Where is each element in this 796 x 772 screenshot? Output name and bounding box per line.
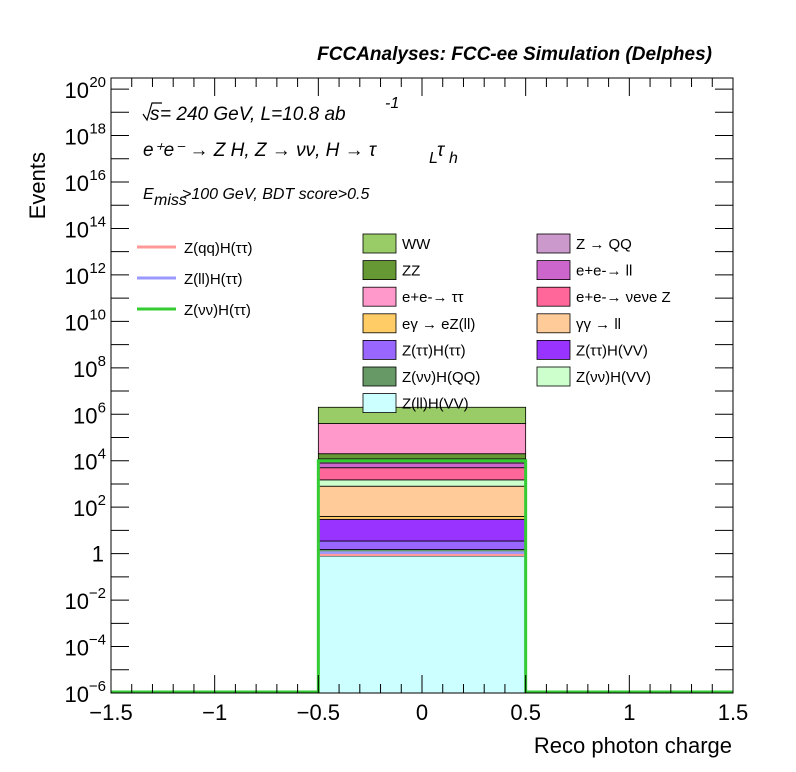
cut-rest: >100 GeV, BDT score>0.5 bbox=[182, 186, 369, 203]
process-sub-l: L bbox=[429, 150, 438, 167]
x-axis-ticks: −1.5 −1 −0.5 0 0.5 1 1.5 bbox=[89, 78, 748, 725]
stack-bars bbox=[317, 406, 527, 694]
legend-label-z-h-vv: Z(νν)H(VV) bbox=[576, 369, 651, 386]
chart-title: FCCAnalyses: FCC-ee Simulation (Delphes) bbox=[317, 44, 712, 65]
energy-s: s bbox=[150, 104, 160, 125]
legend-label-zz: ZZ bbox=[402, 263, 420, 280]
x-axis-label: Reco photon charge bbox=[534, 733, 732, 758]
legend-label-z-h-vv: Z(ττ)H(VV) bbox=[576, 342, 648, 359]
x-tick-label: −1 bbox=[202, 700, 227, 725]
y-axis-label: Events bbox=[25, 152, 50, 219]
y-tick-exponent: 6 bbox=[98, 399, 106, 416]
y-tick-exponent: −6 bbox=[89, 678, 106, 695]
cut-sub: miss bbox=[154, 192, 187, 209]
y-tick-base: 10 bbox=[65, 636, 89, 661]
y-axis-ticks: −610−410−2101210410610810101012101410161… bbox=[65, 74, 733, 707]
y-tick-base: 10 bbox=[65, 264, 89, 289]
y-tick-base: 10 bbox=[65, 171, 89, 196]
y-tick-base: 10 bbox=[65, 310, 89, 335]
y-tick-base: 10 bbox=[65, 589, 89, 614]
y-tick-exponent: 4 bbox=[98, 446, 106, 463]
process-annotation: e⁺e⁻ → Z H, Z → νν, H → τ L τ h bbox=[143, 140, 458, 167]
bar-z-ll-h-vv bbox=[317, 555, 527, 694]
legend-swatch-ll bbox=[536, 313, 571, 334]
legend-label-z-qq-h: Z(qq)H(ττ) bbox=[184, 240, 253, 257]
y-tick-exponent: 18 bbox=[89, 121, 106, 138]
process-sub-h: h bbox=[449, 150, 458, 167]
x-tick-label: 0 bbox=[416, 700, 428, 725]
legend-swatch-e-e-e-e-z bbox=[536, 286, 571, 307]
legend-label-e-e-ll: e+e-→ ll bbox=[576, 263, 632, 280]
signal-lines bbox=[111, 459, 733, 694]
legend-swatch-z-h-qq bbox=[362, 366, 397, 387]
bar-zz bbox=[317, 453, 527, 460]
process-text: e⁺e⁻ → Z H, Z → νν, H → τ bbox=[143, 140, 378, 161]
bar-e-e-e-e-z bbox=[317, 467, 527, 481]
y-tick-exponent: −2 bbox=[89, 585, 106, 602]
y-tick-base: 10 bbox=[65, 217, 89, 242]
legend-swatch-zz bbox=[362, 260, 397, 281]
bar-z-h-vv bbox=[317, 518, 527, 542]
y-tick-exponent: 16 bbox=[89, 167, 106, 184]
x-tick-label: −0.5 bbox=[297, 700, 340, 725]
legend-label-z-ll-h-vv: Z(ll)H(VV) bbox=[402, 396, 469, 413]
y-tick-base: 10 bbox=[65, 78, 89, 103]
y-tick-base: 10 bbox=[65, 125, 89, 150]
bar-e-e bbox=[317, 423, 527, 455]
y-tick-exponent: 2 bbox=[98, 492, 106, 509]
y-tick-exponent: 12 bbox=[89, 260, 106, 277]
legend-label-e-ez-ll: eγ → eZ(ll) bbox=[402, 316, 475, 333]
legend-swatch-z-h-vv bbox=[536, 366, 571, 387]
cut-annotation: E miss >100 GeV, BDT score>0.5 bbox=[143, 186, 369, 209]
bar-z-h bbox=[317, 540, 527, 550]
bar-e-e-ll bbox=[317, 462, 527, 469]
legend-swatch-z-h bbox=[362, 339, 397, 360]
x-tick-label: 1 bbox=[623, 700, 635, 725]
legend-label-z-h: Z(ττ)H(ττ) bbox=[402, 342, 466, 359]
y-tick-base: 10 bbox=[73, 496, 97, 521]
legend: Z(qq)H(ττ) Z(ll)H(ττ) Z(νν)H(ττ) WW ZZ e+e-→ … bbox=[137, 233, 671, 414]
legend-label-e-e: e+e-→ ττ bbox=[402, 289, 464, 306]
sqrt-symbol bbox=[142, 102, 162, 122]
y-tick-base: 10 bbox=[73, 450, 97, 475]
legend-label-z-h: Z(νν)H(ττ) bbox=[184, 302, 251, 319]
x-tick-label: −1.5 bbox=[89, 700, 132, 725]
bar-ll bbox=[317, 485, 527, 517]
energy-text: = 240 GeV, L=10.8 ab bbox=[160, 104, 346, 125]
x-tick-label: 0.5 bbox=[510, 700, 541, 725]
y-tick-exponent: 14 bbox=[89, 213, 106, 230]
bar-e-ez-ll bbox=[317, 516, 527, 520]
cut-e: E bbox=[143, 186, 154, 203]
legend-label-ll: γγ → ll bbox=[576, 316, 621, 333]
y-tick-base: 10 bbox=[65, 682, 89, 707]
legend-label-z-h-qq: Z(νν)H(QQ) bbox=[402, 369, 480, 386]
energy-annotation: s = 240 GeV, L=10.8 ab -1 bbox=[142, 95, 399, 125]
y-tick-exponent: 8 bbox=[98, 353, 106, 370]
legend-swatch-z-ll-h-vv bbox=[362, 393, 397, 414]
signal-line-z-h bbox=[111, 459, 733, 694]
legend-swatch-e-e bbox=[362, 286, 397, 307]
legend-label-z-qq: Z → QQ bbox=[576, 236, 632, 253]
energy-sup: -1 bbox=[385, 95, 399, 112]
legend-swatch-z-h-vv bbox=[536, 339, 571, 360]
legend-swatch-e-ez-ll bbox=[362, 313, 397, 334]
y-tick-label: 1 bbox=[92, 542, 104, 567]
y-tick-base: 10 bbox=[73, 403, 97, 428]
legend-swatch-ww bbox=[362, 233, 397, 254]
bar-z-h-vv bbox=[317, 479, 527, 487]
legend-label-z-ll-h: Z(ll)H(ττ) bbox=[184, 271, 243, 288]
legend-label-e-e-e-e-z: e+e-→ νeνe Z bbox=[576, 289, 671, 306]
legend-swatch-z-qq bbox=[536, 233, 571, 254]
legend-swatch-e-e-ll bbox=[536, 260, 571, 281]
y-tick-exponent: 10 bbox=[89, 306, 106, 323]
x-tick-label: 1.5 bbox=[718, 700, 749, 725]
y-tick-exponent: −4 bbox=[89, 632, 106, 649]
process-tau: τ bbox=[437, 140, 446, 161]
y-tick-exponent: 20 bbox=[89, 74, 106, 91]
y-tick-base: 10 bbox=[73, 357, 97, 382]
legend-label-ww: WW bbox=[402, 236, 431, 253]
